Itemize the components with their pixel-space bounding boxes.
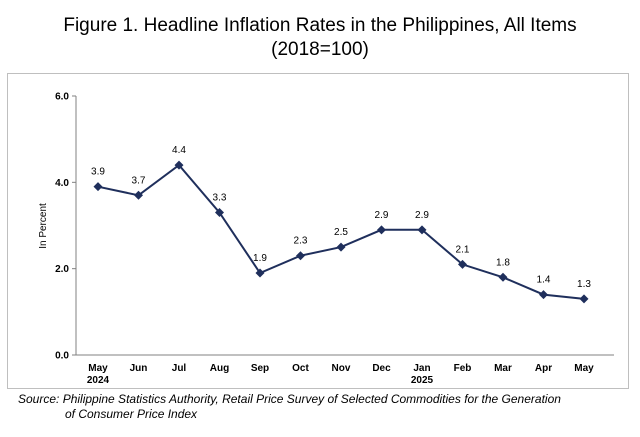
x-tick-label: Nov [332,363,351,374]
x-tick-label: Jan [413,363,430,374]
data-point-marker [579,294,589,304]
data-label: 4.4 [172,145,186,156]
data-point-marker [215,208,224,218]
chart-title-line2: (2018=100) [271,39,369,60]
x-tick-label: Mar [494,363,512,374]
series-markers [93,160,589,304]
x-tick-label: Jun [130,363,148,374]
x-tick-label: Sep [251,363,269,374]
data-labels: 3.9 3.7 4.4 3.3 1.9 2.3 2.5 2.9 2.9 2.1 1.8 1.4 1.3 [91,145,591,290]
chart-area [7,73,629,389]
y-tick-label: 0.0 [55,351,69,362]
data-label: 2.1 [456,244,470,255]
data-point-marker [498,272,508,282]
source-note: Source: Philippine Statistics Authority,… [18,392,615,422]
data-point-marker [296,251,305,261]
data-label: 3.7 [132,175,146,186]
data-label: 2.5 [334,227,348,238]
data-label: 2.9 [415,210,429,221]
data-label: 2.9 [375,210,389,221]
x-tick-label: Oct [292,363,309,374]
data-label: 1.8 [496,257,510,268]
y-axis-ticks: 0.0 2.0 4.0 6.0 [55,92,76,362]
data-label: 3.9 [91,167,105,178]
x-tick-label: Feb [454,363,472,374]
y-axis-label: In Percent [38,203,49,249]
y-tick-label: 2.0 [55,264,69,275]
axes [75,96,614,356]
data-label: 1.9 [253,253,267,264]
data-point-marker [417,225,427,235]
data-point-marker [377,225,386,235]
data-point-marker [458,259,467,269]
x-tick-label: Jul [172,363,187,374]
data-label: 3.3 [213,193,227,204]
x-tick-label: Apr [535,363,552,374]
x-tick-label: Dec [372,363,391,374]
source-line1: Source: Philippine Statistics Authority,… [18,392,561,406]
data-label: 1.4 [537,275,551,286]
y-tick-label: 4.0 [55,178,69,189]
data-point-marker [174,160,184,170]
data-point-marker [255,268,265,278]
data-label: 1.3 [577,279,591,290]
y-tick-label: 6.0 [55,92,69,103]
x-tick-label: May [574,363,594,374]
x-tick-label: May [88,363,108,374]
chart-title: Figure 1. Headline Inflation Rates in th… [0,14,640,62]
data-label: 2.3 [294,236,308,247]
data-point-marker [93,182,103,192]
source-line2: of Consumer Price Index [65,407,198,421]
x-tick-sublabel: 2025 [411,375,434,386]
data-point-marker [134,190,143,200]
x-tick-label: Aug [210,363,229,374]
data-point-marker [539,290,548,300]
data-point-marker [336,242,346,252]
x-tick-sublabel: 2024 [87,375,110,386]
chart-title-line1: Figure 1. Headline Inflation Rates in th… [63,15,577,36]
